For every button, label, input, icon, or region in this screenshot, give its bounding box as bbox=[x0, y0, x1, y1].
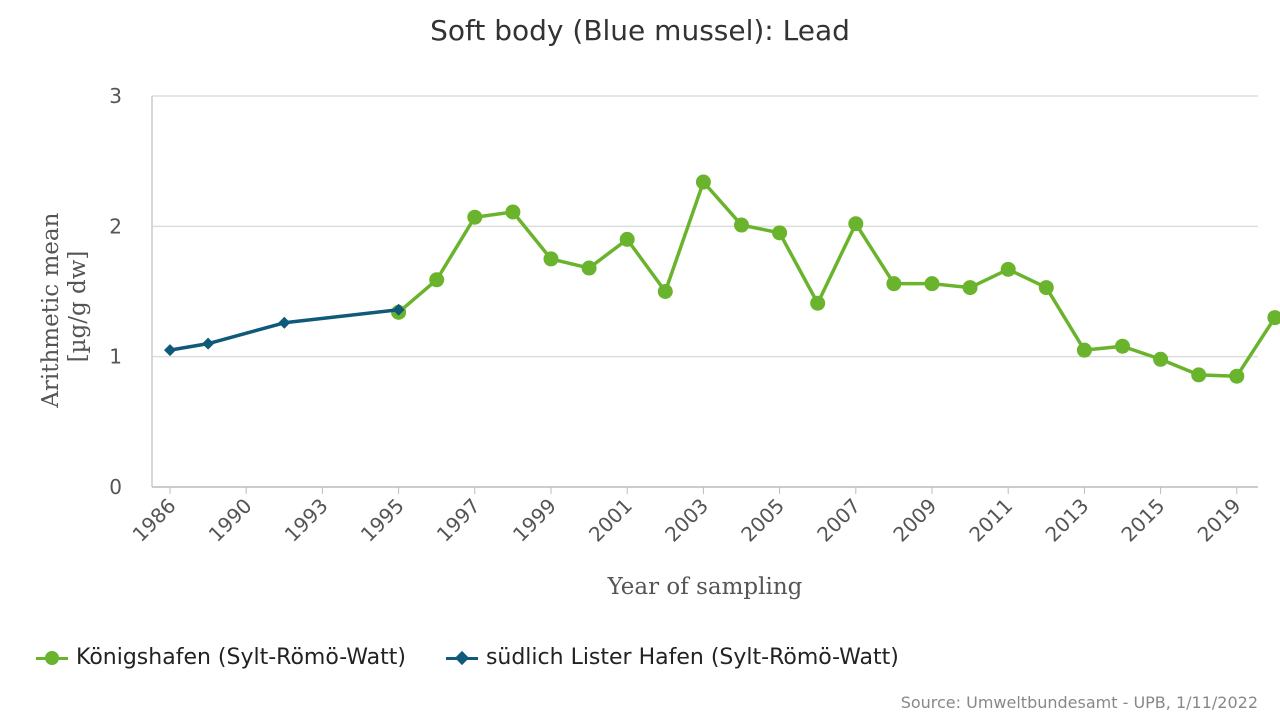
data-point-0-2000 bbox=[695, 174, 711, 190]
series-line-1 bbox=[169, 308, 399, 352]
data-point-0-2014 bbox=[1229, 368, 1245, 384]
x-tick-label-1995: 1995 bbox=[356, 494, 409, 547]
data-point-0-2012 bbox=[1153, 351, 1169, 367]
x-tick-label-1999: 1999 bbox=[508, 494, 561, 547]
data-point-1-1992 bbox=[392, 303, 405, 316]
legend-swatch-diamond-icon bbox=[445, 649, 478, 667]
series-layer bbox=[164, 174, 1280, 384]
x-tick-label-2007: 2007 bbox=[812, 494, 865, 547]
legend-label-koenigshafen: Königshafen (Sylt-Römö-Watt) bbox=[76, 645, 406, 670]
legend: Königshafen (Sylt-Römö-Watt) südlich Lis… bbox=[36, 645, 899, 670]
x-tick-label-1986: 1986 bbox=[128, 494, 181, 547]
data-point-0-2006 bbox=[924, 276, 940, 292]
x-tick-label-2015: 2015 bbox=[1116, 494, 1169, 547]
data-point-0-2001 bbox=[734, 217, 749, 233]
x-axis-title: Year of sampling bbox=[607, 574, 803, 600]
data-point-0-1996 bbox=[543, 251, 559, 267]
x-tick-label-2001: 2001 bbox=[584, 494, 637, 547]
y-tick-label-3: 3 bbox=[109, 84, 122, 108]
legend-item-lister-hafen[interactable]: südlich Lister Hafen (Sylt-Römö-Watt) bbox=[445, 645, 899, 670]
x-tick-label-2019: 2019 bbox=[1193, 494, 1246, 547]
y-axis-title-line-2: [µg/g dw] bbox=[65, 251, 91, 363]
y-axis-title: Arithmetic mean [µg/g dw] bbox=[38, 205, 91, 409]
x-tick-label-1993: 1993 bbox=[280, 494, 333, 547]
data-point-0-2007 bbox=[962, 280, 978, 296]
chart-title: Soft body (Blue mussel): Lead bbox=[430, 14, 850, 47]
x-tick-label-1990: 1990 bbox=[204, 494, 257, 547]
tick-labels: 0 1 2 3 1986 1990 1993 1995 1997 1999 2001 2003 2005… bbox=[109, 84, 1245, 547]
legend-item-koenigshafen[interactable]: Königshafen (Sylt-Römö-Watt) bbox=[36, 645, 406, 670]
data-point-0-2011 bbox=[1115, 338, 1130, 354]
data-point-1-1986 bbox=[164, 344, 176, 357]
x-tick-label-1997: 1997 bbox=[432, 494, 485, 547]
series-0 bbox=[391, 174, 1280, 384]
y-tick-label-0: 0 bbox=[109, 475, 122, 499]
data-point-0-2003 bbox=[810, 295, 826, 311]
data-point-0-1993 bbox=[429, 272, 445, 288]
data-point-1-1987 bbox=[202, 337, 215, 350]
data-point-0-2013 bbox=[1191, 367, 1207, 383]
x-tick-label-2003: 2003 bbox=[660, 494, 713, 547]
axes bbox=[151, 96, 1258, 494]
line-chart: 0 1 2 3 1986 1990 1993 1995 1997 1999 2001 2003 2005… bbox=[38, 84, 1280, 600]
data-point-0-1994 bbox=[467, 209, 483, 225]
x-tick-label-2005: 2005 bbox=[736, 494, 789, 547]
x-tick-label-2009: 2009 bbox=[888, 494, 941, 547]
data-point-1-1989 bbox=[278, 316, 291, 329]
data-point-0-2008 bbox=[1000, 261, 1016, 277]
y-axis-title-line-1: Arithmetic mean bbox=[38, 212, 64, 408]
data-point-0-1995 bbox=[505, 204, 521, 220]
data-point-0-2005 bbox=[886, 276, 902, 292]
data-point-0-2002 bbox=[772, 225, 788, 241]
legend-label-lister-hafen: südlich Lister Hafen (Sylt-Römö-Watt) bbox=[485, 645, 899, 670]
data-point-0-2010 bbox=[1076, 342, 1092, 358]
series-line-0 bbox=[397, 180, 1280, 378]
gridlines bbox=[152, 95, 1258, 358]
data-point-0-1997 bbox=[581, 260, 597, 276]
data-point-0-1998 bbox=[619, 231, 635, 247]
x-tick-label-2011: 2011 bbox=[964, 494, 1017, 547]
data-point-0-2004 bbox=[848, 216, 864, 232]
source-note: Source: Umweltbundesamt - UPB, 1/11/2022 bbox=[900, 693, 1258, 712]
y-tick-label-2: 2 bbox=[109, 214, 122, 238]
data-point-0-2015 bbox=[1267, 310, 1280, 326]
series-1 bbox=[164, 303, 405, 357]
x-tick-label-2013: 2013 bbox=[1040, 494, 1093, 547]
data-point-0-1999 bbox=[657, 284, 673, 299]
legend-swatch-circle-icon bbox=[36, 649, 68, 667]
data-point-0-2009 bbox=[1038, 280, 1054, 296]
y-tick-label-1: 1 bbox=[109, 345, 122, 369]
